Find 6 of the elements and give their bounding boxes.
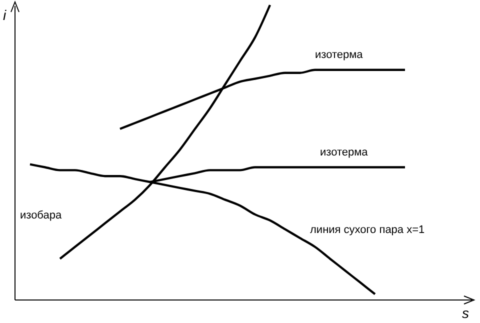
text: изобара: [20, 210, 62, 222]
series-label: изотерма: [320, 146, 369, 158]
series-label: линия сухого пара x=1: [310, 224, 425, 236]
x-axis-title: s: [462, 305, 469, 321]
y-axis-title: i: [3, 7, 7, 23]
series-label: изотерма: [315, 48, 364, 61]
